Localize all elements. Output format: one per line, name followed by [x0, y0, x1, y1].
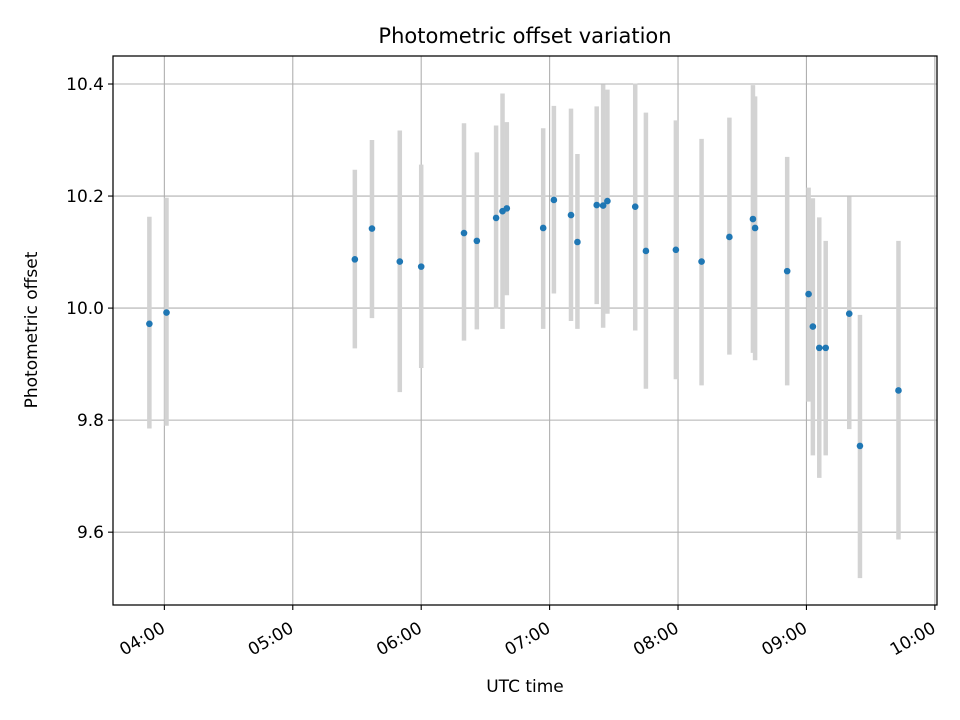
data-point — [593, 201, 600, 209]
data-point — [856, 442, 864, 450]
data-point — [822, 344, 830, 352]
data-point — [783, 267, 791, 275]
data-point — [539, 224, 547, 232]
data-point — [604, 197, 611, 205]
data-point — [368, 225, 376, 232]
data-point — [163, 309, 170, 316]
data-points — [146, 196, 902, 450]
data-point — [815, 344, 823, 352]
data-point — [351, 256, 359, 263]
data-point — [698, 258, 705, 265]
data-point — [599, 202, 607, 209]
plot-area-frame — [112, 55, 938, 606]
data-point — [642, 247, 650, 255]
y-tick-label: 10.4 — [66, 75, 104, 95]
y-axis-label: Photometric offset — [22, 251, 42, 408]
data-point — [726, 233, 733, 241]
data-point — [805, 290, 812, 298]
data-point — [567, 211, 575, 219]
data-point — [631, 203, 639, 210]
y-tick-label: 10.0 — [66, 299, 104, 319]
data-point — [845, 310, 853, 317]
data-point — [492, 214, 500, 222]
data-point — [503, 205, 511, 212]
data-point — [417, 263, 425, 270]
data-point — [672, 246, 680, 254]
data-point — [809, 323, 817, 330]
data-point — [895, 387, 902, 394]
data-point — [574, 238, 581, 246]
data-point — [396, 258, 404, 265]
data-point — [473, 237, 481, 245]
data-point — [751, 224, 759, 232]
y-tick-label: 9.6 — [77, 523, 104, 543]
chart-title: Photometric offset variation — [378, 24, 671, 48]
y-tick-label: 10.2 — [66, 187, 104, 207]
data-point — [550, 196, 558, 204]
data-point — [460, 229, 468, 237]
y-tick-label: 9.8 — [77, 411, 104, 431]
data-point — [146, 320, 153, 328]
data-point — [749, 215, 757, 223]
x-axis-label: UTC time — [486, 677, 564, 697]
